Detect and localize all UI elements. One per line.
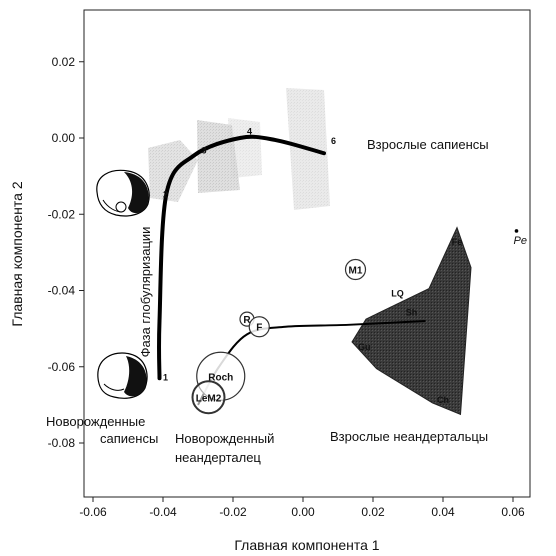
x-tick-label: -0.04 <box>149 505 177 519</box>
stage-label: 2 <box>163 189 168 199</box>
point-marker-f <box>248 316 270 338</box>
newborn-neanderthal-label-line2: неандерталец <box>175 450 261 465</box>
stage-label: 3 <box>202 145 207 155</box>
point-label-pe: Pe <box>514 235 527 247</box>
x-tick-label: -0.02 <box>219 505 247 519</box>
point-label-m1: M1 <box>349 266 363 277</box>
specimen-points: M1 RF Roch LeM2 Pe <box>191 229 527 415</box>
globularization-phase-label: Фаза глобуляризации <box>138 227 153 358</box>
y-tick-label: -0.02 <box>48 207 76 221</box>
polygon-label-fe: Fe <box>452 237 463 247</box>
x-tick-label: 0.02 <box>361 505 385 519</box>
adult-neanderthals-label: Взрослые неандертальцы <box>330 429 488 444</box>
x-axis: -0.06 -0.04 -0.02 0.00 0.02 0.04 0.06 <box>79 497 525 519</box>
newborn-sapiens-skull-icon <box>97 352 148 399</box>
newborn-sapiens-label-line2: сапиенсы <box>100 431 158 446</box>
y-tick-label: 0.00 <box>52 131 76 145</box>
y-tick-label: -0.06 <box>48 360 76 374</box>
y-tick-label: -0.04 <box>48 284 76 298</box>
x-tick-label: -0.06 <box>79 505 107 519</box>
y-tick-label: 0.02 <box>52 55 76 69</box>
point-marker-m1 <box>344 258 367 281</box>
x-axis-label: Главная компонента 1 <box>234 537 379 553</box>
point-marker-lem2 <box>191 380 226 415</box>
x-tick-label: 0.00 <box>291 505 315 519</box>
y-axis: 0.02 0.00 -0.02 -0.04 -0.06 -0.08 <box>48 55 84 450</box>
infant-sapiens-skull-icon <box>96 169 150 217</box>
point-label-lem2: LeM2 <box>196 393 222 404</box>
point-marker-pe <box>514 229 519 233</box>
polygon-label-ch: Ch <box>437 395 449 405</box>
stage-label: 1 <box>163 372 168 382</box>
point-label-r: R <box>243 315 251 326</box>
sapiens-trajectory-line <box>156 134 326 381</box>
stage-label: 4 <box>247 126 252 136</box>
polygon-label-lq: LQ <box>391 288 404 298</box>
polygon-label-sh: Sh <box>406 307 418 317</box>
plot-frame <box>83 9 531 498</box>
y-axis-label: Главная компонента 2 <box>9 181 25 326</box>
adult-sapiens-label: Взрослые сапиенсы <box>367 137 489 152</box>
stage-label: 6 <box>331 136 336 146</box>
y-tick-label: -0.08 <box>48 436 76 450</box>
x-tick-label: 0.06 <box>501 505 525 519</box>
polygon-label-gu: Gu <box>358 342 371 352</box>
newborn-sapiens-label-line1: Новорожденные <box>46 414 145 429</box>
newborn-neanderthal-label-line1: Новорожденный <box>175 431 274 446</box>
stage-labels: 1 2 3 4 6 <box>163 126 336 382</box>
point-label-f: F <box>256 323 262 334</box>
x-tick-label: 0.04 <box>431 505 455 519</box>
point-label-roch: Roch <box>208 372 233 383</box>
